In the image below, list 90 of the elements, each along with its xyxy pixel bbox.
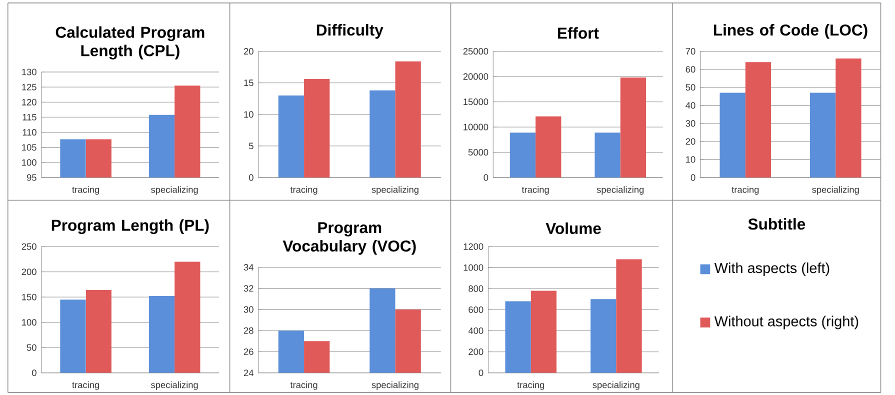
y-tick-label: 105 xyxy=(22,144,36,151)
y-tick-label: 15000 xyxy=(464,98,488,106)
y-tick-label: 5000 xyxy=(468,149,488,156)
y-tick-label: 0 xyxy=(690,174,696,182)
y-tick-label: 25000 xyxy=(463,48,488,55)
y-tick-label: 40 xyxy=(686,102,696,109)
y-tick-label: 110 xyxy=(22,129,36,136)
x-tick-label: tracing xyxy=(72,186,100,195)
chart-title: Lines of Code (LOC) xyxy=(714,24,868,39)
y-tick-label: 30 xyxy=(244,306,254,313)
bar xyxy=(836,58,862,178)
y-tick-label: 125 xyxy=(22,84,36,91)
bar xyxy=(60,300,86,374)
y-tick-label: 400 xyxy=(468,328,484,334)
x-tick-label: tracing xyxy=(290,382,318,390)
y-tick-label: 120 xyxy=(22,99,36,106)
y-tick-label: 20000 xyxy=(463,74,488,80)
chart-title: Program Vocabulary (VOC) xyxy=(282,222,416,255)
y-tick-label: 0 xyxy=(484,174,488,182)
bar xyxy=(536,116,562,178)
y-tick-label: 34 xyxy=(244,264,254,271)
bar xyxy=(370,90,396,178)
y-tick-label: 30 xyxy=(686,120,696,127)
y-tick-label: 10 xyxy=(686,156,696,163)
bar xyxy=(510,132,536,178)
y-tick-label: 5 xyxy=(249,142,254,150)
y-tick-label: 0 xyxy=(248,174,254,182)
x-tick-label: specializing xyxy=(812,186,859,195)
y-tick-label: 10 xyxy=(244,111,254,118)
y-tick-label: 200 xyxy=(468,348,484,356)
x-tick-label: specializing xyxy=(592,382,640,390)
y-tick-label: 24 xyxy=(244,370,254,376)
y-tick-label: 100 xyxy=(22,319,36,326)
y-tick-label: 1000 xyxy=(464,264,484,272)
bar xyxy=(278,96,304,178)
bar xyxy=(620,78,646,178)
bar xyxy=(174,262,200,374)
chart-title: Difficulty xyxy=(316,24,384,39)
x-tick-label: specializing xyxy=(151,186,198,195)
bar xyxy=(594,132,620,178)
bar xyxy=(616,259,642,374)
chart-title: Volume xyxy=(546,222,601,234)
bar xyxy=(590,299,616,374)
x-tick-label: specializing xyxy=(372,186,418,195)
bar xyxy=(505,302,531,374)
y-tick-label: 800 xyxy=(468,286,484,292)
x-tick-label: specializing xyxy=(372,382,418,390)
y-tick-label: 130 xyxy=(22,68,36,76)
bar xyxy=(304,79,330,178)
y-tick-label: 115 xyxy=(22,114,36,121)
y-tick-label: 10000 xyxy=(464,124,488,131)
bar xyxy=(530,290,557,374)
text: Subtitle xyxy=(748,218,806,230)
y-tick-label: 100 xyxy=(22,159,36,166)
x-tick-label: tracing xyxy=(290,186,318,195)
y-tick-label: 50 xyxy=(686,84,696,91)
x-tick-label: tracing xyxy=(522,186,549,195)
bar xyxy=(148,296,175,374)
y-tick-label: 95 xyxy=(26,174,36,182)
bar xyxy=(810,93,836,178)
y-tick-label: 1200 xyxy=(464,244,484,250)
bar xyxy=(720,93,746,178)
y-tick-label: 600 xyxy=(468,306,484,314)
bar xyxy=(395,62,421,178)
legend-label: Without aspects (right) xyxy=(714,316,858,330)
y-tick-label: 250 xyxy=(22,244,36,250)
chart-title: Program Length (PL) xyxy=(52,220,209,234)
y-tick-label: 60 xyxy=(686,66,696,73)
y-tick-label: 20 xyxy=(686,138,696,145)
chart-title: Effort xyxy=(558,27,599,39)
y-tick-label: 70 xyxy=(686,48,696,55)
x-tick-label: tracing xyxy=(732,186,759,195)
y-tick-label: 15 xyxy=(244,80,254,86)
y-tick-label: 150 xyxy=(22,294,36,301)
x-tick-label: specializing xyxy=(596,186,644,195)
y-tick-label: 26 xyxy=(244,348,254,356)
y-tick-label: 0 xyxy=(478,370,484,376)
chart-title: Calculated Program Length (CPL) xyxy=(56,26,204,60)
y-tick-label: 200 xyxy=(22,268,36,276)
x-tick-label: specializing xyxy=(151,382,198,390)
y-tick-label: 50 xyxy=(26,344,36,352)
bar xyxy=(745,62,772,178)
x-tick-label: tracing xyxy=(72,382,100,390)
legend-label: With aspects (left) xyxy=(714,262,830,276)
y-tick-label: 20 xyxy=(244,48,254,55)
y-tick-label: 28 xyxy=(244,328,254,334)
bar xyxy=(86,290,112,374)
x-tick-label: tracing xyxy=(517,382,544,390)
y-tick-label: 0 xyxy=(32,370,36,376)
y-tick-label: 32 xyxy=(244,285,254,292)
